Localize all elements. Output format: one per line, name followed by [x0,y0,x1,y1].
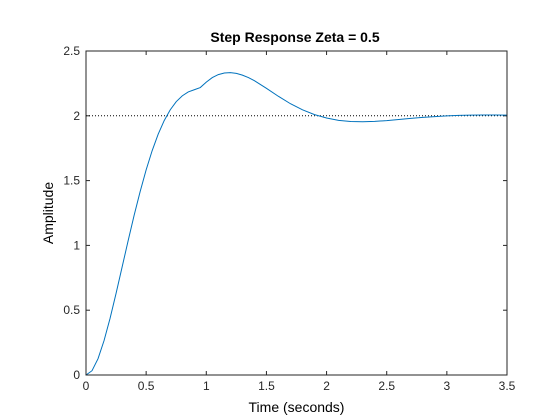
x-tick-label: 3 [444,379,451,393]
x-tick-label: 3.5 [499,379,516,393]
chart-title: Step Response Zeta = 0.5 [210,29,379,45]
plot-frame [85,50,508,376]
x-tick-label: 2.5 [378,379,395,393]
y-tick-label: 1 [73,238,80,252]
x-tick-label: 1.5 [258,379,275,393]
x-tick-labels: 0 0.5 1 1.5 2 2.5 3 3.5 [83,379,516,393]
y-tick-label: 0 [73,368,80,382]
x-axis-title: Time (seconds) [249,399,345,415]
x-tick-label: 0 [83,379,90,393]
x-tick-label: 2 [323,379,330,393]
y-tick-labels: 0 0.5 1 1.5 2 2.5 [63,44,80,382]
y-tick-label: 2.5 [63,44,80,58]
plot-area [86,51,507,375]
y-axis-title: Amplitude [40,182,56,244]
step-response-line [85,72,508,376]
x-tick-label: 1 [203,379,210,393]
y-tick-label: 1.5 [63,174,80,188]
x-tick-label: 0.5 [138,379,155,393]
y-tick-label: 2 [73,109,80,123]
y-tick-label: 0.5 [63,303,80,317]
